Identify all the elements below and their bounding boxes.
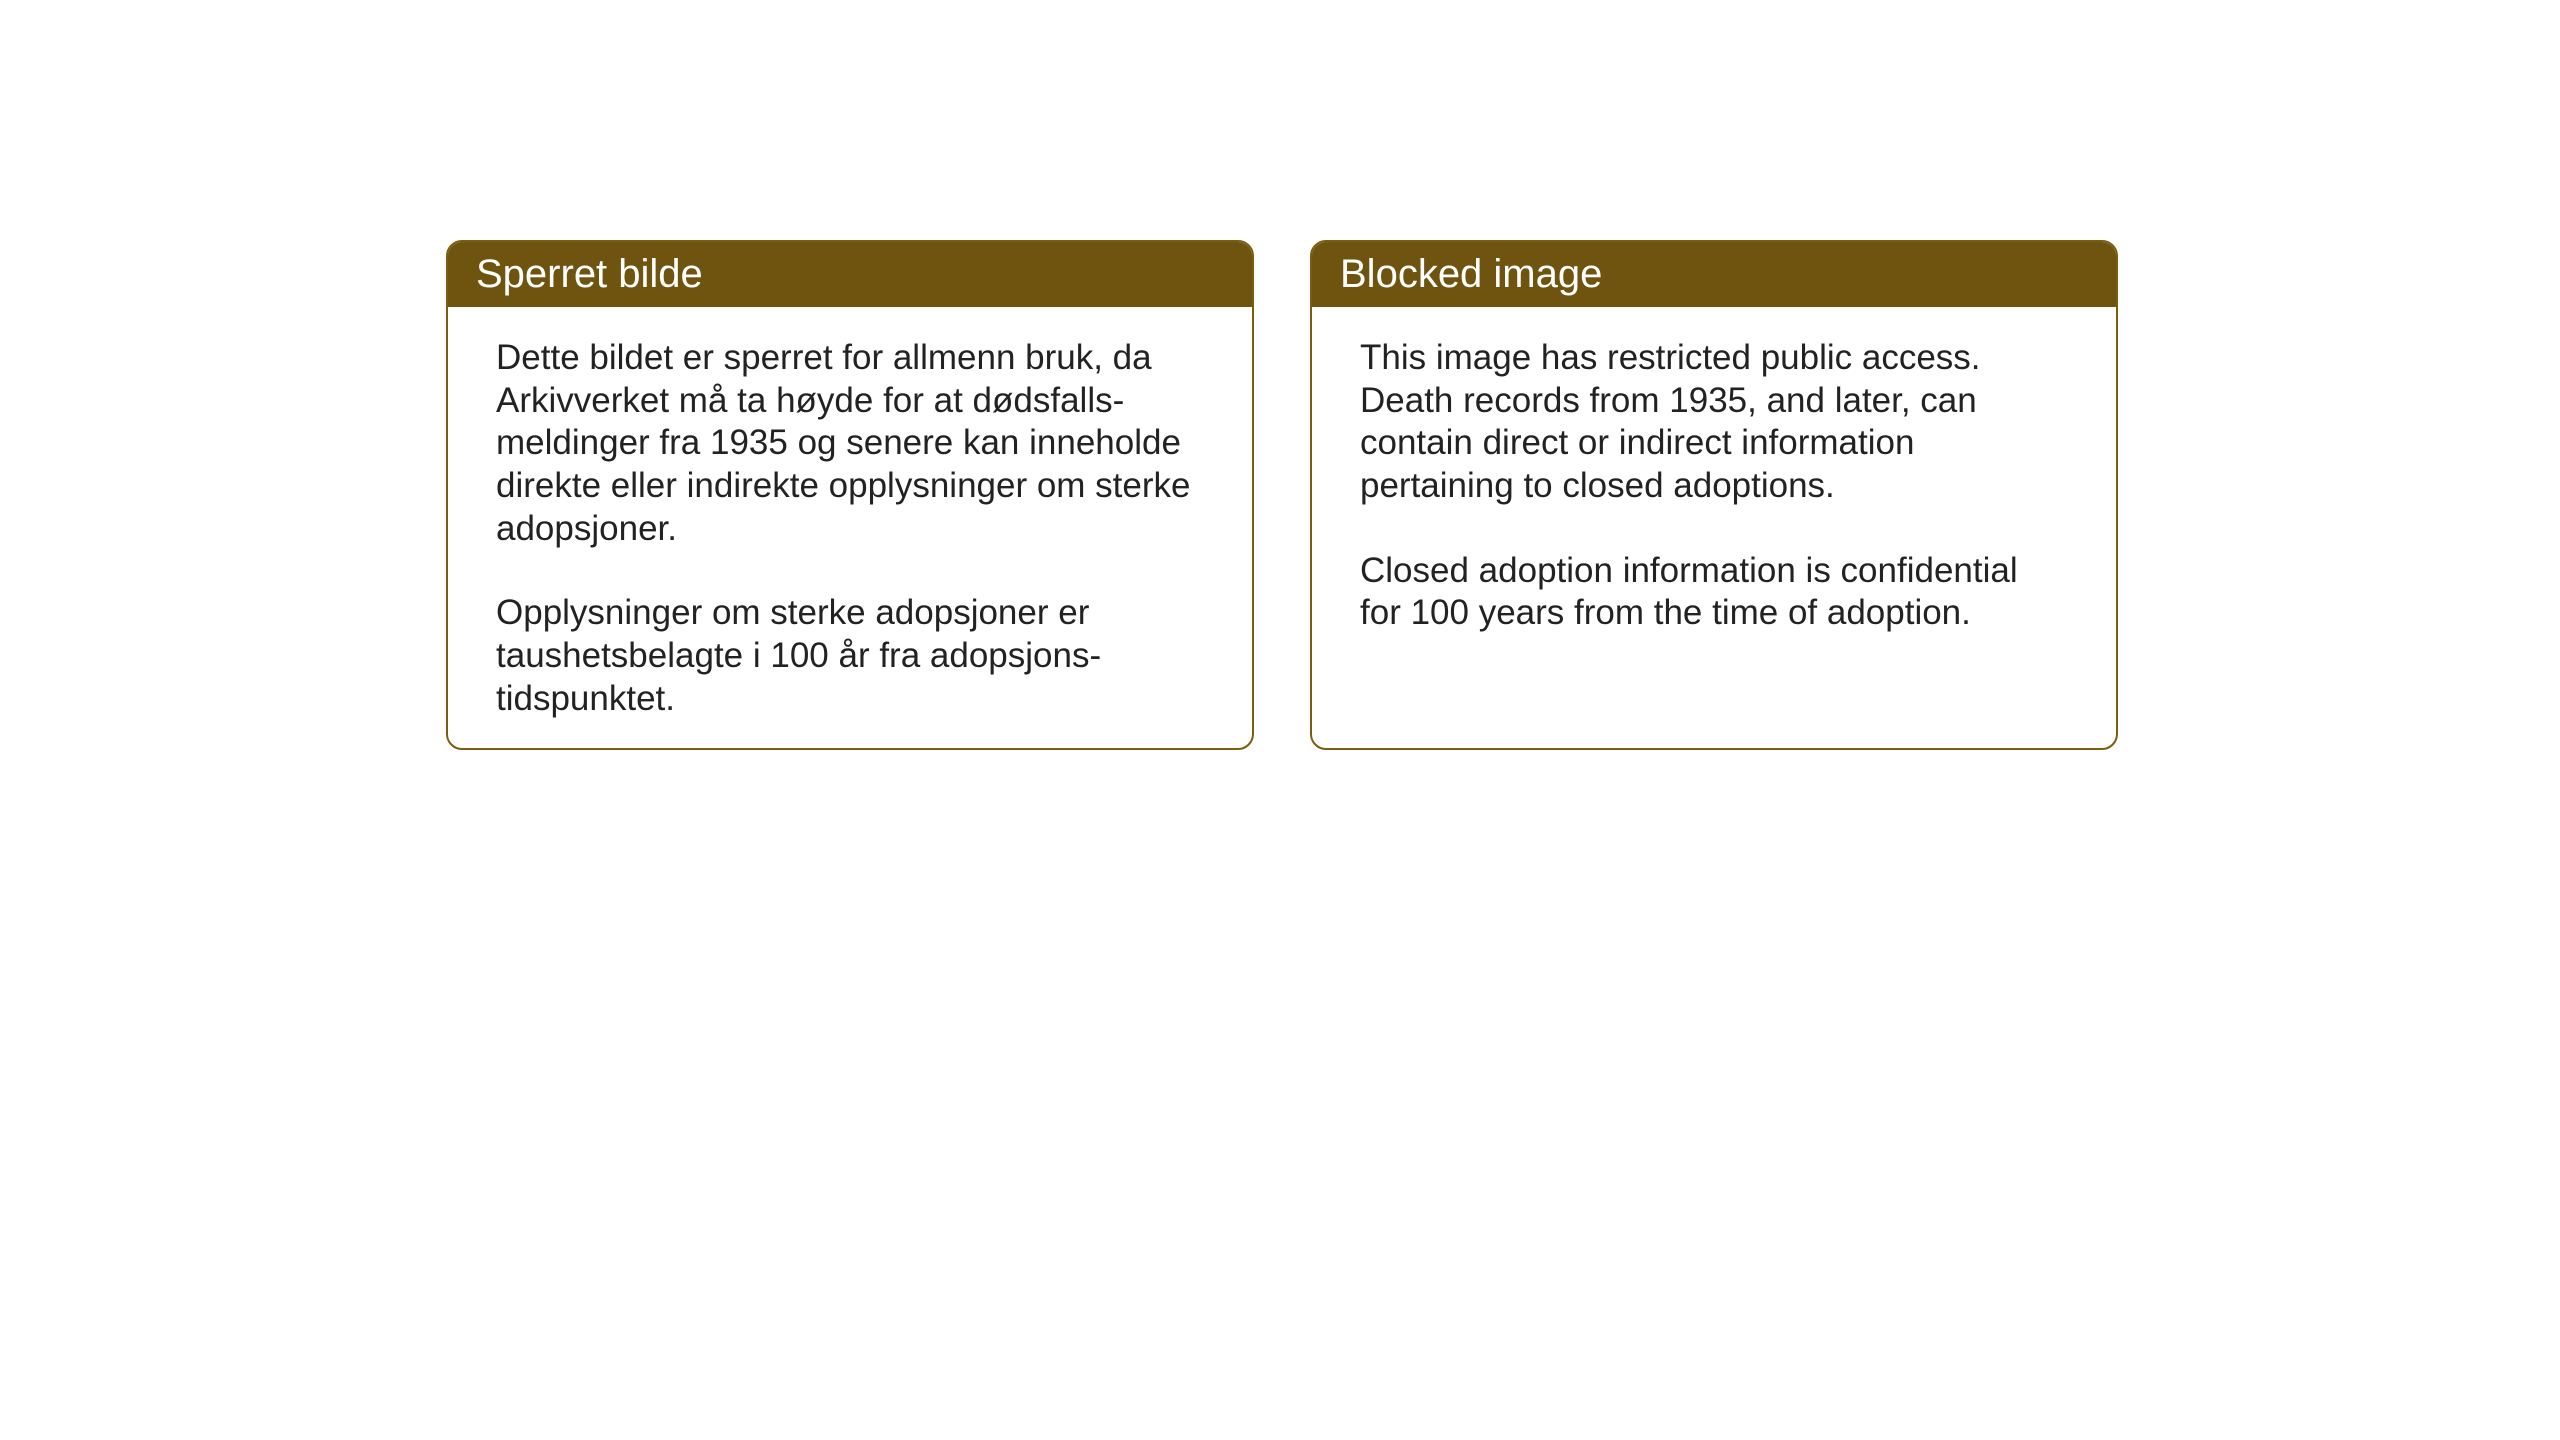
cards-container: Sperret bilde Dette bildet er sperret fo… xyxy=(446,240,2118,750)
norwegian-card-title: Sperret bilde xyxy=(448,242,1252,307)
english-card: Blocked image This image has restricted … xyxy=(1310,240,2118,750)
english-paragraph-1: This image has restricted public access.… xyxy=(1360,337,2068,508)
english-paragraph-2: Closed adoption information is confident… xyxy=(1360,550,2068,635)
norwegian-paragraph-2: Opplysninger om sterke adopsjoner er tau… xyxy=(496,592,1204,720)
norwegian-card: Sperret bilde Dette bildet er sperret fo… xyxy=(446,240,1254,750)
norwegian-card-body: Dette bildet er sperret for allmenn bruk… xyxy=(448,307,1252,750)
english-card-title: Blocked image xyxy=(1312,242,2116,307)
english-card-body: This image has restricted public access.… xyxy=(1312,307,2116,665)
norwegian-paragraph-1: Dette bildet er sperret for allmenn bruk… xyxy=(496,337,1204,550)
